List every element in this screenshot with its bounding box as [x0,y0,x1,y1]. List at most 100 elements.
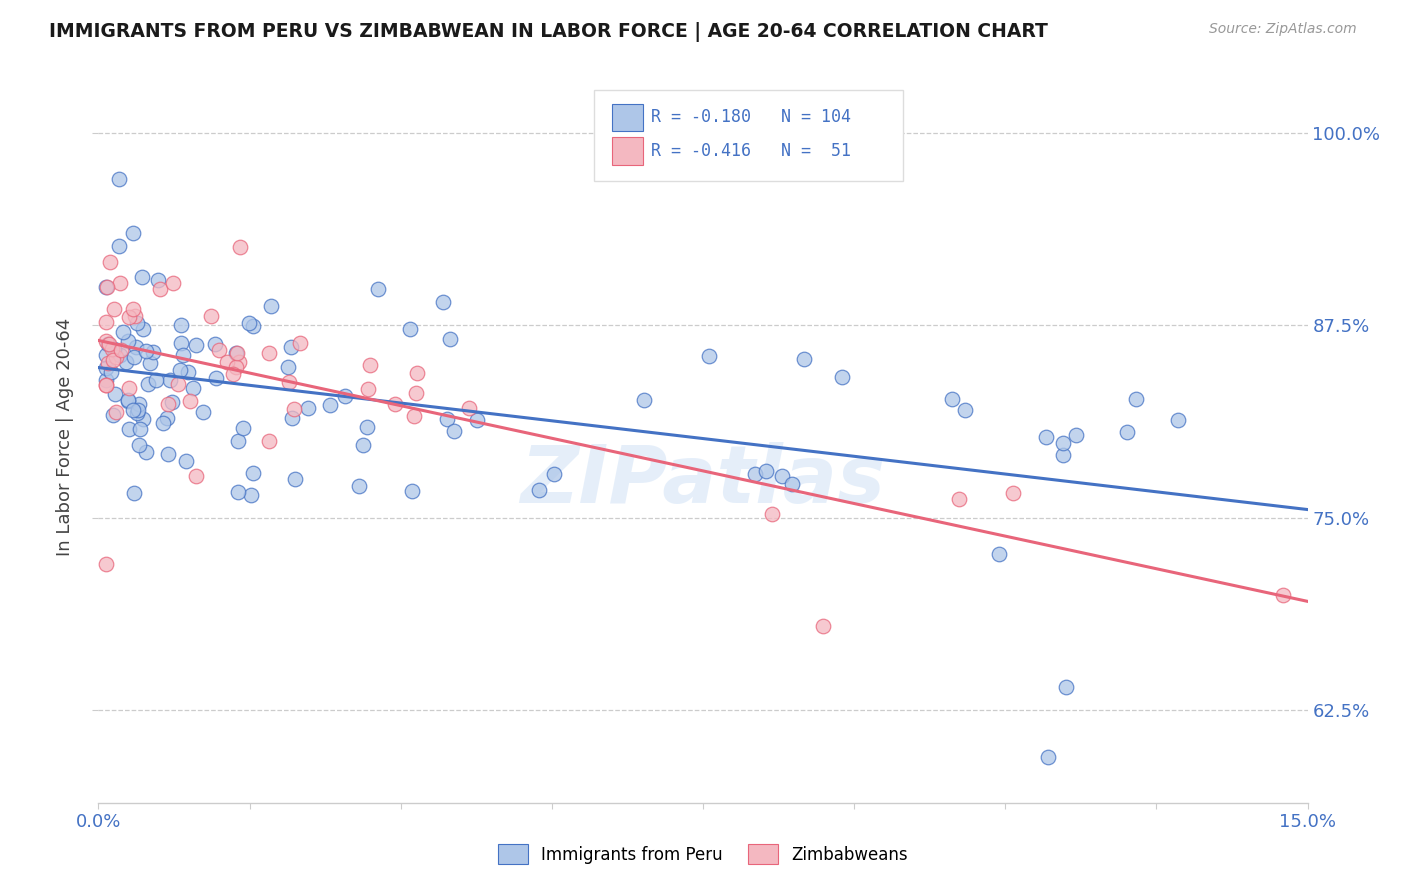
Point [96,377,118,392]
Bar [613,137,643,165]
Point [232,421,254,435]
Point [156,410,179,425]
Point [406,366,429,380]
Point [145,373,167,387]
Point [96,360,118,375]
Point [941,392,963,406]
Point [813,618,835,632]
Point [138,356,160,370]
Point [132,412,155,426]
Point [169,363,191,377]
Point [215,355,238,369]
Point [132,322,155,336]
Point [124,340,146,354]
Point [755,464,778,478]
Point [96,334,118,348]
Point [280,340,302,354]
Point [135,343,157,358]
Point [98,255,121,269]
Point [529,483,551,497]
Point [101,342,124,356]
Point [281,410,304,425]
Point [744,467,766,481]
Point [352,438,374,452]
Point [257,434,280,449]
Point [242,466,264,480]
FancyBboxPatch shape [595,90,903,181]
Y-axis label: In Labor Force | Age 20-64: In Labor Force | Age 20-64 [56,318,75,557]
Point [953,402,976,417]
Point [103,409,125,423]
Point [284,472,307,486]
Point [115,355,138,369]
Point [319,398,342,412]
Point [128,438,150,452]
Point [257,345,280,359]
Point [1054,681,1077,695]
Point [367,282,389,296]
Point [157,447,180,461]
Point [149,282,172,296]
Point [288,335,311,350]
Point [184,337,207,351]
Point [96,377,118,392]
Point [226,434,249,449]
Point [225,345,247,359]
Point [283,401,305,416]
Point [226,484,249,499]
Point [1272,588,1295,602]
Point [110,348,132,362]
Point [135,445,157,459]
Point [347,479,370,493]
Point [226,346,249,360]
Point [128,397,150,411]
Text: Source: ZipAtlas.com: Source: ZipAtlas.com [1209,22,1357,37]
Point [770,469,793,483]
Point [204,337,226,351]
Point [162,277,184,291]
Point [127,405,149,419]
Point [404,409,426,423]
Point [96,315,118,329]
Point [179,393,201,408]
Point [1052,436,1074,450]
Point [136,377,159,392]
Point [384,397,406,411]
Point [170,336,193,351]
Point [100,365,122,379]
Point [105,405,128,419]
Point [142,344,165,359]
Point [240,488,263,502]
Point [208,343,231,357]
Point [156,397,179,411]
Point [122,301,145,316]
Point [127,402,149,417]
Text: R = -0.416   N =  51: R = -0.416 N = 51 [651,142,851,160]
Point [108,276,131,290]
Point [793,351,815,366]
Point [107,238,129,252]
Legend: Immigrants from Peru, Zimbabweans: Immigrants from Peru, Zimbabweans [491,838,915,871]
Point [457,401,479,415]
Point [988,547,1011,561]
Point [359,358,381,372]
Point [200,309,222,323]
Point [131,270,153,285]
Text: R = -0.180   N = 104: R = -0.180 N = 104 [651,109,851,127]
Point [543,467,565,481]
Point [96,557,118,571]
Point [110,343,132,358]
Point [193,405,215,419]
Point [98,336,121,351]
Point [831,370,853,384]
Point [277,359,299,374]
Text: IMMIGRANTS FROM PERU VS ZIMBABWEAN IN LABOR FORCE | AGE 20-64 CORRELATION CHART: IMMIGRANTS FROM PERU VS ZIMBABWEAN IN LA… [49,22,1047,42]
Point [117,394,139,409]
Point [333,389,356,403]
Point [174,454,197,468]
Point [229,240,252,254]
Point [1125,392,1147,407]
Point [1167,413,1189,427]
Point [96,373,118,387]
Point [697,349,720,363]
